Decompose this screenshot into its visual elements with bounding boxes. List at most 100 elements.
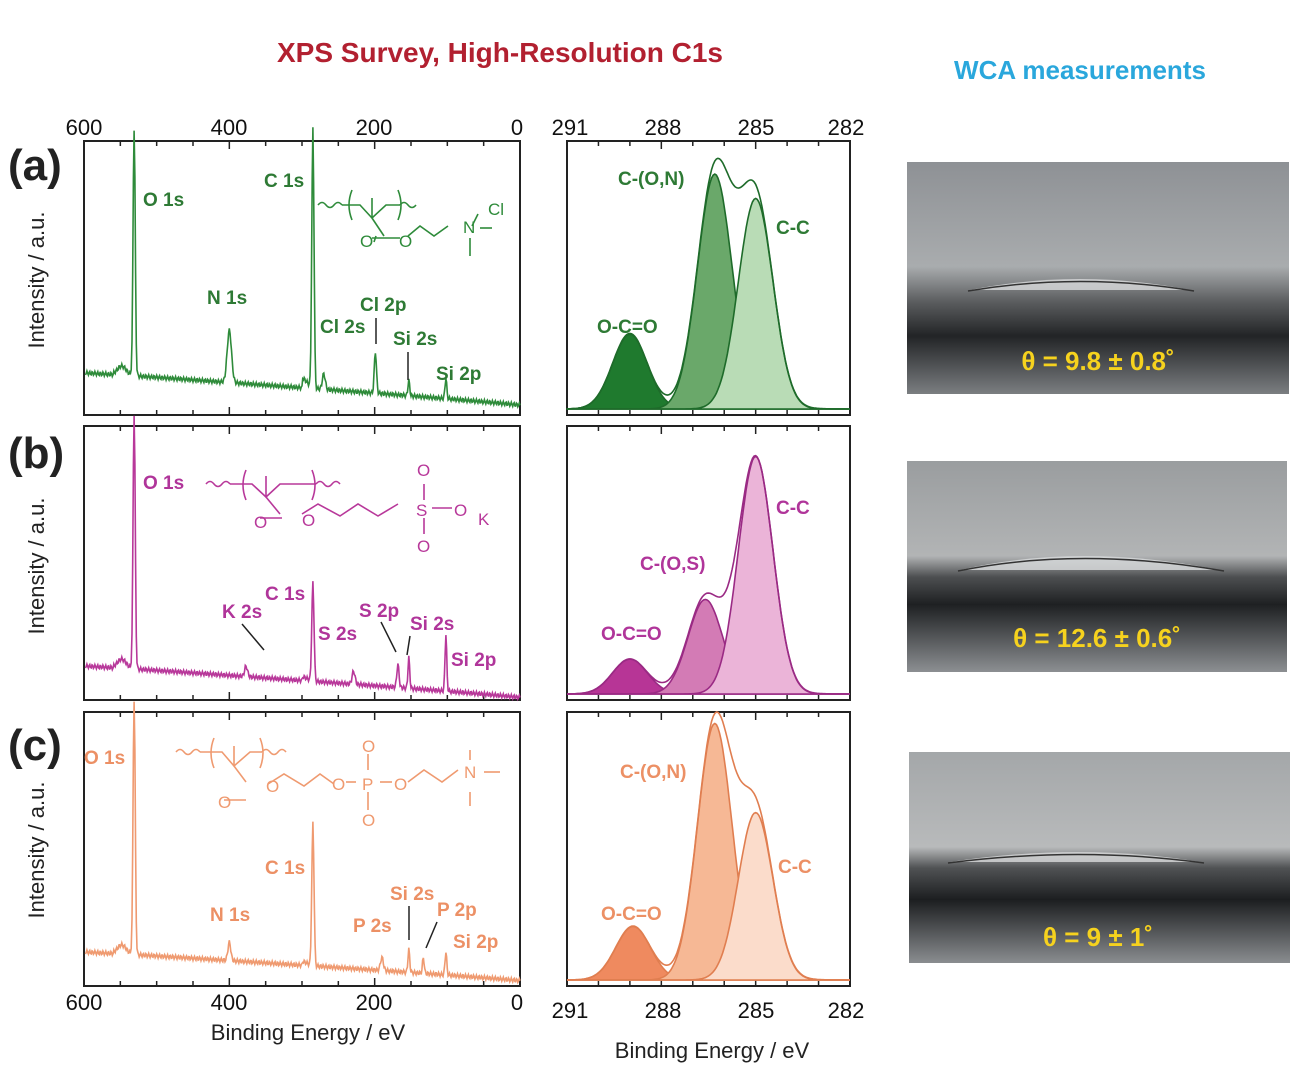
c1s-label: C-(O,S) — [640, 554, 705, 575]
peak-label: Si 2s — [390, 884, 434, 905]
c1s-envelope — [566, 454, 849, 695]
contact-angle-b: θ = 12.6 ± 0.6˚ — [1013, 623, 1181, 653]
panel-label-a: (a) — [8, 141, 62, 190]
survey-tick-600-top: 600 — [66, 115, 103, 140]
c1s-labels-c: O-C=O C-(O,N) C-C — [601, 762, 812, 925]
c1s-tick-291-bottom: 291 — [552, 998, 589, 1023]
survey-tick-0-top: 0 — [511, 115, 523, 140]
wca-title: WCA measurements — [954, 55, 1206, 85]
peak-label: C 1s — [265, 584, 305, 605]
c1s-top-ticks: 291 288 285 282 — [552, 115, 865, 140]
c1s-frame-a — [566, 140, 851, 416]
c1s-tick-291-top: 291 — [552, 115, 589, 140]
peak-leaders-b — [241, 621, 411, 656]
c1s-tick-285-bottom: 285 — [738, 998, 775, 1023]
structure-a-text: O O N Cl — [360, 200, 504, 251]
panel-label-c: (c) — [8, 721, 62, 770]
c1s-tick-282-top: 282 — [828, 115, 865, 140]
peak-leaders-a — [375, 318, 409, 380]
atom-label: O — [394, 775, 407, 794]
peak-label: S 2s — [318, 624, 357, 645]
atom-label: O — [362, 737, 375, 756]
atom-label: O — [332, 775, 345, 794]
survey-tick-200-top: 200 — [356, 115, 393, 140]
survey-spectrum-b — [84, 415, 521, 702]
contact-angle-c: θ = 9 ± 1˚ — [1043, 922, 1153, 952]
structure-a — [317, 189, 492, 256]
survey-tick-0-bottom: 0 — [511, 990, 523, 1015]
atom-label: O — [399, 232, 412, 251]
wca-photo-c: θ = 9 ± 1˚ — [909, 752, 1290, 963]
atom-label: O — [302, 511, 315, 530]
survey-spectrum-a — [84, 127, 521, 410]
structure-b-text: O O S O O O K — [254, 461, 490, 556]
c1s-tick-288-bottom: 288 — [645, 998, 682, 1023]
peak-leaders-c — [408, 906, 438, 949]
leader-line — [380, 621, 397, 653]
structure-c-text: O O O P O O O N — [218, 737, 476, 830]
c1s-tick-285-top: 285 — [738, 115, 775, 140]
c1s-label: C-C — [776, 218, 810, 239]
c1s-label: C-C — [778, 857, 812, 878]
peak-label: P 2p — [437, 900, 477, 921]
c1s-label: O-C=O — [601, 904, 662, 925]
c1s-frame-b — [566, 425, 851, 701]
survey-top-ticks: 600 400 200 0 — [66, 115, 523, 140]
xps-title: XPS Survey, High-Resolution C1s — [277, 37, 723, 68]
panel-label-b: (b) — [8, 429, 64, 478]
peak-label: Cl 2p — [360, 295, 406, 316]
peak-label: K 2s — [222, 602, 262, 623]
peak-label: O 1s — [84, 748, 125, 769]
leader-line — [241, 623, 265, 651]
ylabel-b: Intensity / a.u. — [24, 498, 49, 635]
atom-label: P — [362, 775, 373, 794]
peak-label: S 2p — [359, 601, 399, 622]
peak-label: O 1s — [143, 190, 184, 211]
survey-bottom-ticks: 600 400 200 0 — [66, 990, 523, 1015]
c1s-label: C-(O,N) — [618, 169, 684, 190]
wca-photo-b: θ = 12.6 ± 0.6˚ — [907, 461, 1287, 672]
wca-photo-a: θ = 9.8 ± 0.8˚ — [907, 162, 1289, 394]
atom-label: O — [417, 537, 430, 556]
peak-label: N 1s — [207, 288, 247, 309]
peak-label: Si 2p — [453, 932, 498, 953]
peak-label: Si 2s — [410, 614, 454, 635]
atom-label: O — [417, 461, 430, 480]
peak-label: N 1s — [210, 905, 250, 926]
survey-xlabel: Binding Energy / eV — [211, 1020, 406, 1045]
ylabel-c: Intensity / a.u. — [24, 782, 49, 919]
peak-labels-c: O 1s N 1s C 1s P 2s Si 2s P 2p Si 2p — [84, 748, 498, 953]
atom-label: O — [266, 777, 279, 796]
peak-label: Si 2p — [451, 650, 496, 671]
atom-label: O — [362, 811, 375, 830]
c1s-labels-a: O-C=O C-(O,N) C-C — [597, 169, 810, 338]
c1s-components-a — [566, 157, 850, 410]
c1s-components-c — [566, 711, 850, 981]
peak-label: Si 2s — [393, 329, 437, 350]
atom-label: N — [463, 218, 475, 237]
atom-label: O — [254, 513, 267, 532]
peak-labels-b: O 1s K 2s C 1s S 2s S 2p Si 2s Si 2p — [143, 473, 496, 671]
atom-label: K — [478, 510, 490, 529]
atom-label: S — [416, 501, 427, 520]
survey-tick-200-bottom: 200 — [356, 990, 393, 1015]
tick-marks — [83, 141, 851, 986]
c1s-tick-282-bottom: 282 — [828, 998, 865, 1023]
structure-b — [205, 469, 452, 534]
atom-label: N — [464, 763, 476, 782]
c1s-components-b — [566, 454, 850, 695]
peak-labels-a: O 1s N 1s C 1s Cl 2s Cl 2p Si 2s Si 2p — [143, 171, 481, 385]
c1s-frame-c — [566, 711, 851, 987]
leader-line — [406, 635, 411, 656]
peak-label: P 2s — [353, 916, 392, 937]
survey-spectrum-c — [84, 701, 521, 985]
peak-label: C 1s — [264, 171, 304, 192]
c1s-envelope — [566, 711, 849, 981]
contact-angle-a: θ = 9.8 ± 0.8˚ — [1021, 346, 1174, 376]
c1s-bottom-ticks: 291 288 285 282 — [552, 998, 865, 1023]
atom-label: O — [454, 501, 467, 520]
peak-label: Si 2p — [436, 364, 481, 385]
c1s-labels-b: O-C=O C-(O,S) C-C — [601, 498, 810, 645]
c1s-label: C-(O,N) — [620, 762, 686, 783]
